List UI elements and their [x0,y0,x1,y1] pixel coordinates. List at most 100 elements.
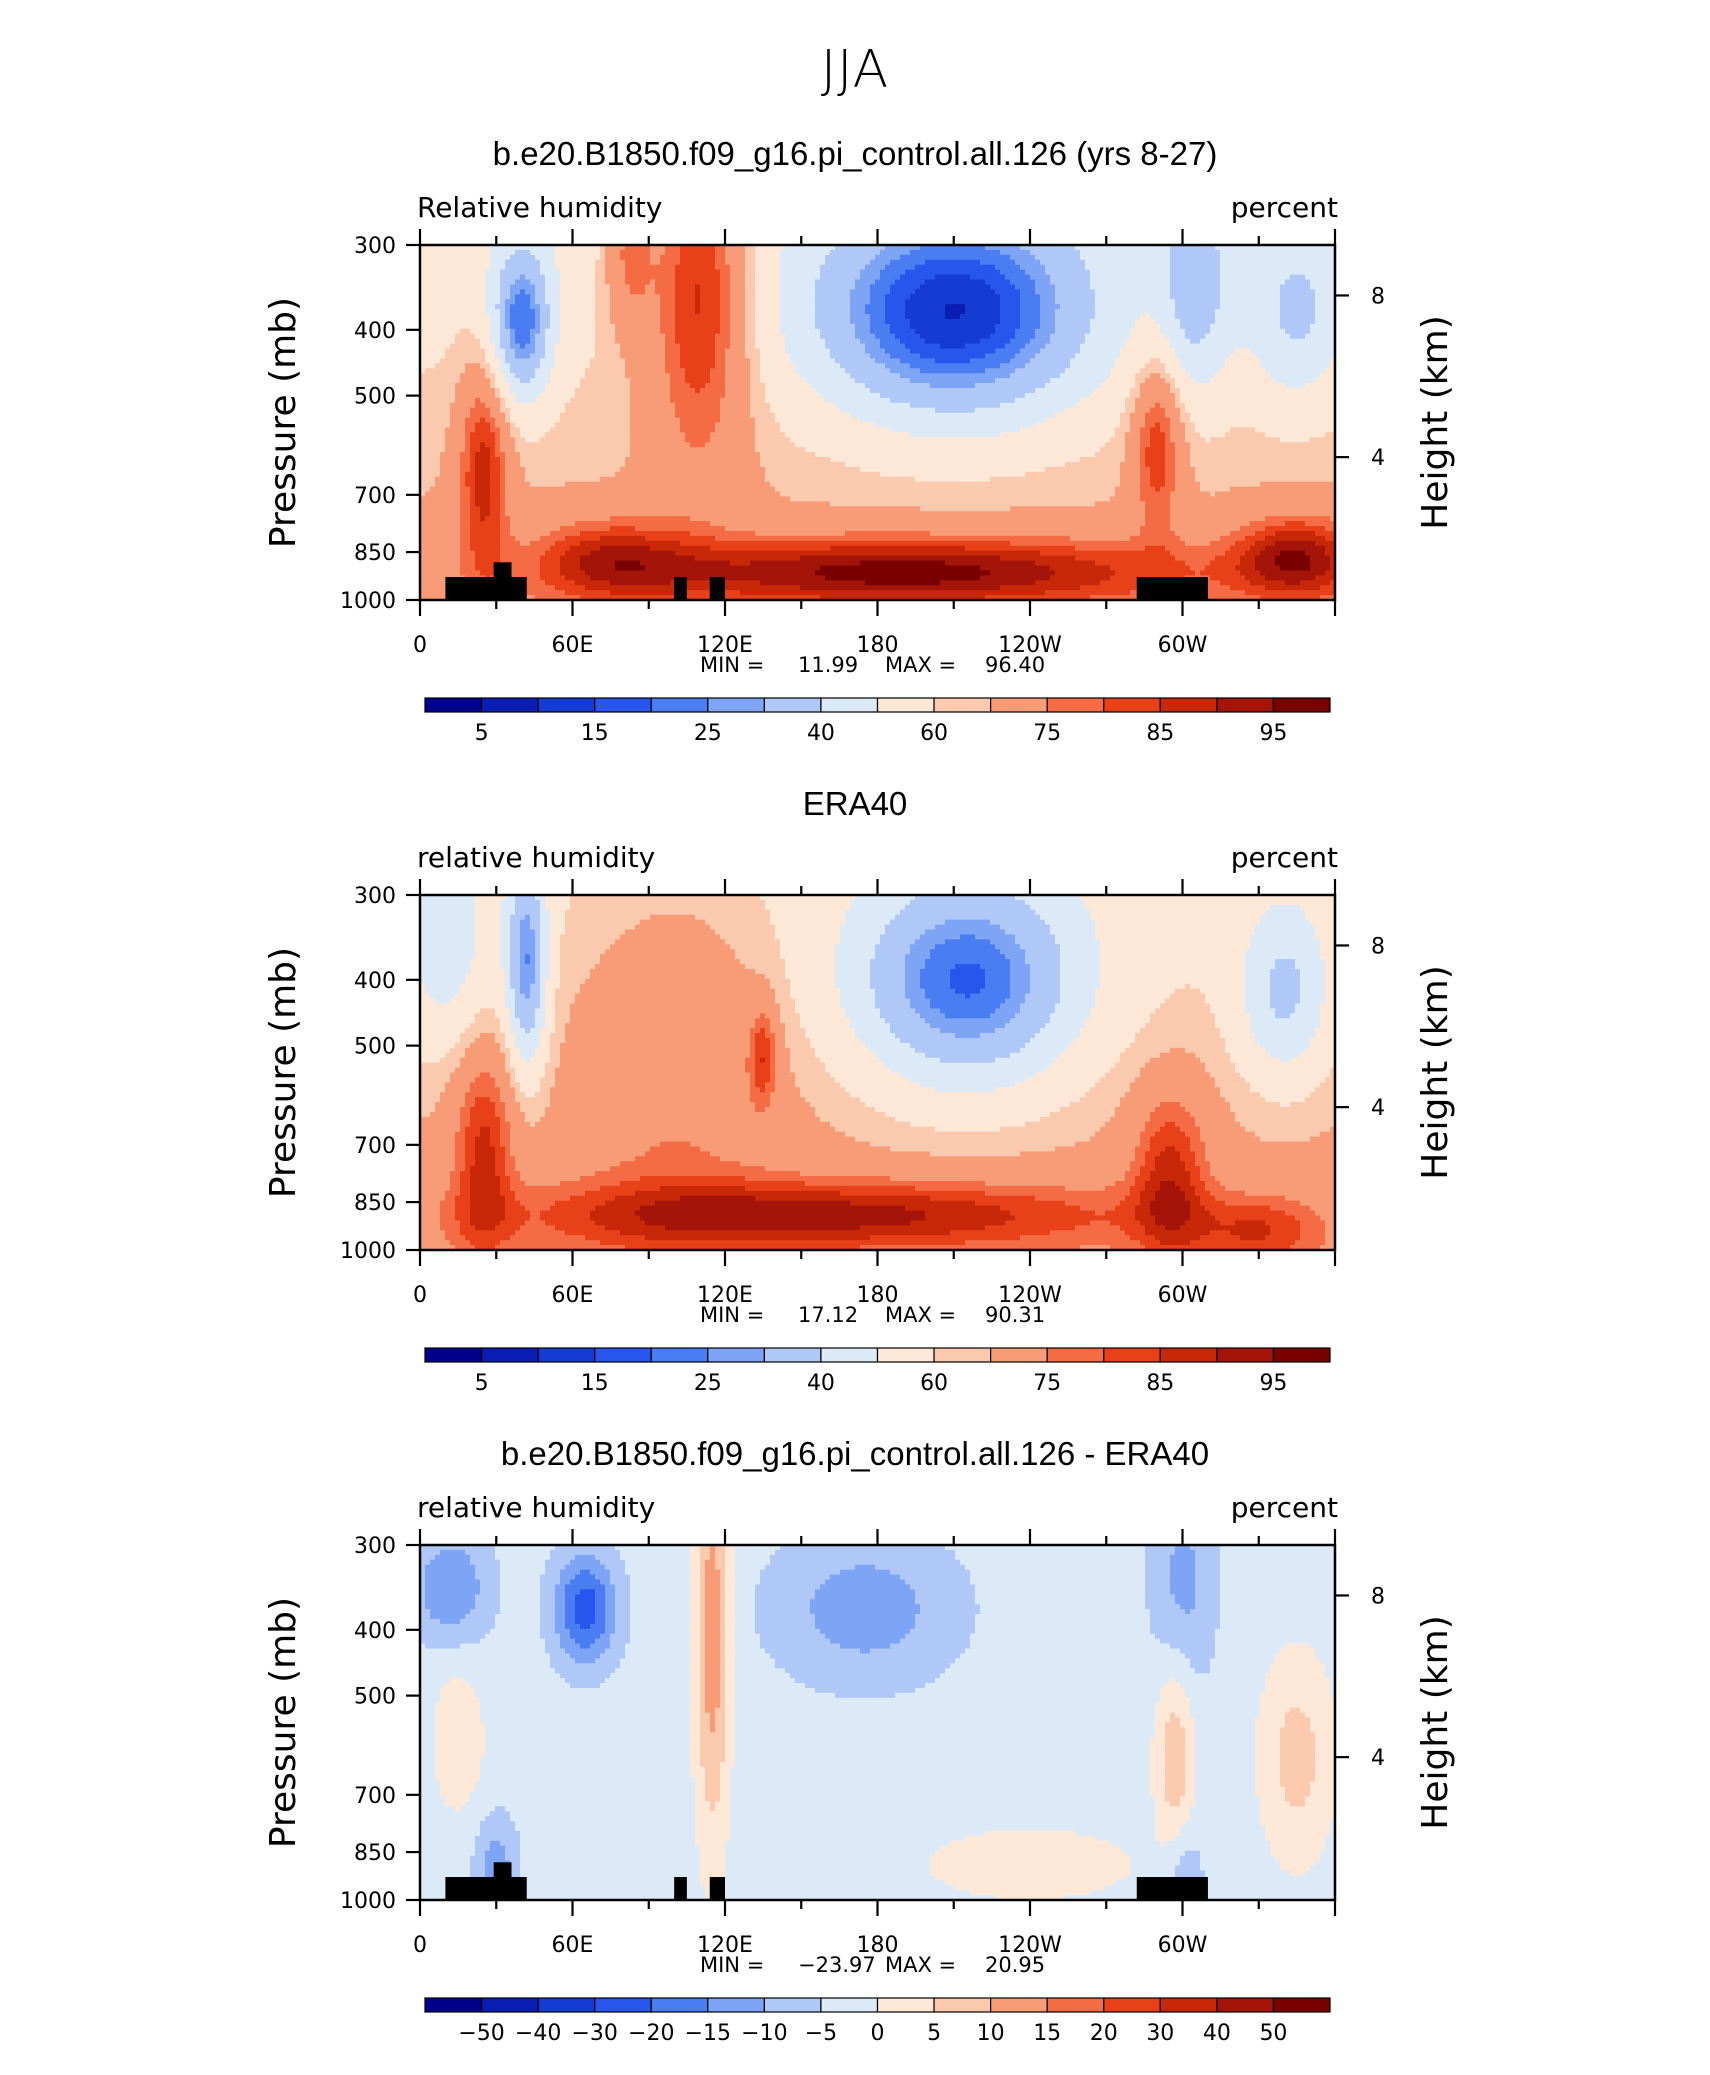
field-cell [1080,397,1126,404]
field-cell [925,279,986,286]
field-cell [1170,264,1221,271]
field-cell [545,983,561,990]
field-cell [875,944,911,950]
field-cell [510,968,521,975]
field-cell [1155,1166,1186,1172]
field-cell [630,284,646,290]
field-cell [505,348,516,355]
field-cell [940,1673,1266,1679]
field-cell [1255,1791,1286,1798]
field-cell [520,978,536,985]
field-cell [1015,284,1036,290]
field-cell [620,1180,806,1187]
field-cell [460,545,471,552]
field-cell [1160,1687,1186,1694]
y-tick-label: 400 [354,969,396,994]
field-cell [420,1826,481,1832]
field-cell [635,924,711,931]
field-cell [420,476,436,483]
field-cell [1090,1087,1131,1093]
field-cell [500,526,511,532]
field-cell [1155,1826,1181,1832]
field-cell [1325,545,1336,552]
field-cell [475,1845,491,1852]
field-cell [450,422,466,429]
field-cell [510,333,516,340]
field-cell [550,909,566,916]
field-cell [1145,363,1166,369]
field-cell [1310,328,1336,335]
field-cell [510,338,516,345]
field-cell [780,279,816,286]
field-cell [1190,452,1336,458]
field-cell [715,1559,726,1566]
field-cell [630,1638,691,1645]
field-cell [530,279,546,286]
field-cell [1190,1200,1201,1207]
field-cell [490,368,501,374]
field-cell [1205,565,1236,572]
field-cell [735,1668,786,1674]
field-cell [610,304,661,310]
field-cell [620,934,721,940]
field-cell [715,929,776,936]
field-cell [820,565,981,572]
field-cell [430,993,456,1000]
field-cell [755,269,781,276]
field-cell [1235,565,1256,572]
field-cell [630,1599,691,1605]
field-cell [840,407,936,414]
field-cell [475,924,501,931]
field-cell [510,427,521,433]
field-cell [770,1097,806,1103]
field-cell [500,1564,546,1571]
field-cell [715,1727,726,1733]
field-cell [1140,387,1171,394]
field-cell [920,333,991,340]
field-cell [1160,328,1186,335]
field-cell [925,929,1006,936]
field-cell [655,289,676,295]
field-cell [540,1574,561,1581]
field-cell [595,1604,606,1610]
field-cell [540,899,546,906]
field-cell [760,1574,831,1581]
field-cell [665,343,681,350]
field-cell [1310,1786,1336,1793]
field-cell [785,348,831,355]
field-cell [595,1614,606,1620]
field-cell [1020,294,1041,300]
field-cell [1195,1668,1211,1674]
field-cell [555,254,601,261]
field-cell [1015,328,1036,335]
field-cell [775,988,791,995]
field-cell [685,373,711,379]
field-cell [725,1663,736,1669]
field-cell [545,1018,556,1024]
field-cell [735,1747,1151,1753]
field-cell [910,318,1001,325]
field-cell [1275,560,1311,567]
field-cell [835,983,871,990]
field-cell [685,432,711,438]
field-cell [705,442,756,448]
field-cell [435,1707,481,1714]
field-cell [1120,466,1141,473]
field-cell [435,481,461,488]
field-cell [795,1082,841,1088]
field-cell [760,1643,841,1650]
field-cell [1140,452,1146,458]
field-cell [770,1067,776,1074]
field-cell [865,264,886,271]
field-cell [970,1579,1146,1586]
field-cell [435,1554,471,1561]
field-cell [555,353,596,359]
field-cell [1200,1126,1246,1133]
field-cell [720,274,731,281]
field-cell [1170,501,1336,507]
field-cell [475,496,491,502]
field-cell [1260,1816,1336,1822]
field-cell [715,427,756,433]
field-cell [550,1554,576,1561]
field-cell [800,1013,846,1019]
